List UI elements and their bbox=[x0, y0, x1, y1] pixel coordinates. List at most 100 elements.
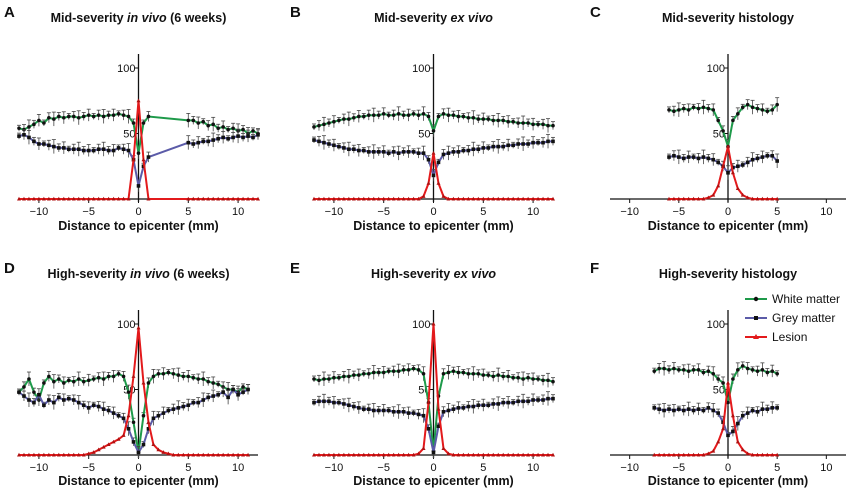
data-point bbox=[201, 377, 206, 381]
data-point bbox=[56, 452, 61, 457]
data-point bbox=[27, 377, 31, 381]
data-point bbox=[531, 196, 536, 201]
data-point bbox=[481, 452, 486, 457]
data-point bbox=[346, 196, 351, 201]
data-point bbox=[91, 148, 96, 153]
data-point bbox=[496, 373, 501, 377]
data-point bbox=[246, 196, 251, 201]
panel-f: F High-severity histology 100 50 −10 −5 0 5 10 Di… bbox=[590, 260, 846, 488]
data-point bbox=[471, 147, 476, 152]
data-point bbox=[312, 196, 316, 201]
data-point bbox=[546, 123, 550, 128]
data-point bbox=[216, 382, 220, 387]
data-point bbox=[32, 139, 36, 144]
data-point bbox=[327, 377, 331, 381]
data-point bbox=[760, 196, 765, 201]
data-point bbox=[146, 427, 151, 431]
data-point bbox=[396, 112, 401, 116]
data-point bbox=[770, 452, 775, 457]
data-point bbox=[101, 147, 106, 152]
data-point bbox=[686, 452, 691, 457]
data-point bbox=[331, 196, 336, 201]
x-axis-label-a: Distance to epicenter (mm) bbox=[58, 219, 218, 233]
data-point bbox=[681, 452, 686, 457]
data-point bbox=[411, 112, 416, 116]
data-point bbox=[86, 451, 91, 456]
data-point bbox=[696, 368, 701, 372]
data-point bbox=[46, 452, 51, 457]
data-point bbox=[416, 196, 421, 201]
data-point bbox=[121, 147, 126, 152]
data-point bbox=[501, 400, 506, 405]
data-point bbox=[76, 115, 81, 120]
data-point bbox=[46, 196, 51, 201]
panel-title-part-d-2: (6 weeks) bbox=[170, 267, 230, 281]
data-point bbox=[181, 404, 186, 409]
data-point bbox=[506, 400, 510, 405]
data-point bbox=[111, 196, 116, 201]
data-point bbox=[347, 403, 351, 408]
data-point bbox=[396, 452, 401, 457]
data-point bbox=[96, 113, 101, 117]
data-point bbox=[461, 148, 466, 153]
data-point bbox=[126, 114, 131, 119]
data-point bbox=[541, 398, 545, 402]
legend-label-grey-matter: Grey matter bbox=[772, 311, 835, 325]
data-point bbox=[551, 452, 555, 457]
legend-marker-lesion bbox=[753, 334, 759, 339]
panel-title-c: Mid-severity histology bbox=[662, 11, 794, 25]
panel-title-part-d-1: in vivo bbox=[130, 267, 170, 281]
series-lesion-c bbox=[667, 144, 780, 201]
data-point bbox=[396, 196, 401, 201]
data-point bbox=[451, 369, 456, 373]
panel-title-part-d-0: High-severity bbox=[47, 267, 130, 281]
data-point bbox=[52, 144, 56, 149]
panel-title-b: Mid-severity ex vivo bbox=[374, 11, 493, 25]
data-point bbox=[466, 115, 471, 120]
data-point bbox=[326, 452, 331, 457]
data-point bbox=[691, 196, 696, 201]
data-point bbox=[652, 452, 657, 457]
data-point bbox=[516, 375, 520, 380]
data-point bbox=[696, 156, 701, 161]
data-point bbox=[191, 452, 196, 457]
data-point bbox=[731, 429, 735, 434]
data-point bbox=[506, 143, 510, 148]
data-point bbox=[676, 452, 681, 457]
data-point bbox=[332, 143, 336, 148]
data-point bbox=[71, 114, 76, 119]
data-point bbox=[146, 196, 151, 201]
data-point bbox=[536, 377, 540, 381]
data-point bbox=[351, 196, 356, 201]
data-point bbox=[251, 196, 256, 201]
data-point bbox=[211, 122, 215, 127]
data-point bbox=[131, 440, 136, 444]
x-tick-label-a--5: −5 bbox=[82, 206, 95, 218]
data-point bbox=[76, 147, 81, 152]
data-point bbox=[216, 392, 220, 397]
data-point bbox=[740, 447, 745, 452]
data-point bbox=[711, 448, 716, 453]
data-point bbox=[151, 442, 156, 447]
data-point bbox=[206, 379, 211, 384]
data-point bbox=[191, 375, 196, 380]
data-point bbox=[111, 411, 116, 415]
series-lesion-e bbox=[312, 321, 555, 457]
data-point bbox=[386, 113, 391, 117]
data-point bbox=[231, 452, 236, 457]
data-point bbox=[196, 121, 201, 125]
data-point bbox=[17, 134, 21, 138]
data-point bbox=[176, 373, 181, 377]
y-tick-label-b-100: 100 bbox=[412, 63, 430, 75]
data-point bbox=[206, 452, 211, 457]
data-point bbox=[441, 371, 446, 376]
data-point bbox=[396, 409, 401, 414]
data-point bbox=[27, 125, 31, 129]
data-point bbox=[676, 196, 681, 201]
data-point bbox=[546, 196, 551, 201]
x-tick-label-f-0: 0 bbox=[725, 462, 731, 474]
data-point bbox=[536, 122, 540, 127]
panel-title-part-e-0: High-severity bbox=[371, 267, 454, 281]
data-point bbox=[196, 140, 201, 145]
